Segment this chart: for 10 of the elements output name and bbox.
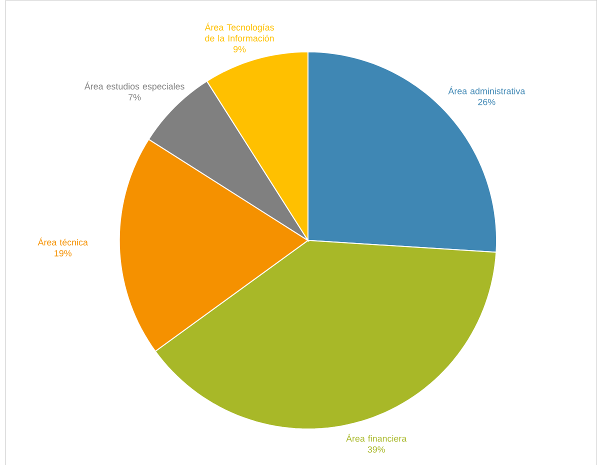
- slice-label: Área Tecnologías de la Información: [204, 22, 274, 42]
- slice-label: Área financiera: [346, 434, 407, 442]
- data-label: 19%: [54, 250, 72, 256]
- data-label: 7%: [128, 94, 141, 100]
- slice-label: Área estudios especiales: [84, 81, 184, 92]
- slice-label: Área técnica: [38, 237, 88, 246]
- data-label: 26%: [478, 98, 496, 105]
- slice-label: Área administrativa: [448, 86, 526, 94]
- data-label: 39%: [368, 446, 385, 452]
- data-label: 9%: [233, 46, 246, 52]
